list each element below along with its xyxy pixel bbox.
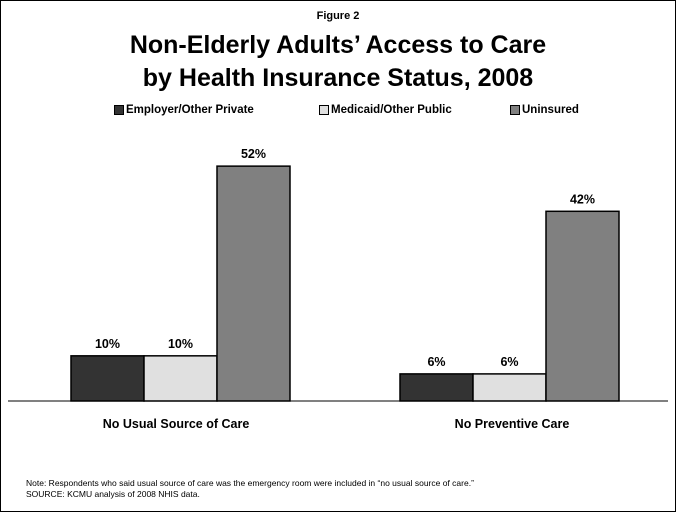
legend-label-employer: Employer/Other Private: [126, 104, 254, 116]
source-text: SOURCE: KCMU analysis of 2008 NHIS data.: [26, 489, 200, 499]
legend: Employer/Other Private Medicaid/Other Pu…: [0, 104, 676, 120]
data-label: 10%: [95, 337, 120, 351]
bar: [143, 355, 218, 402]
legend-item-uninsured: Uninsured: [510, 104, 579, 116]
category-label: No Usual Source of Care: [103, 417, 250, 431]
legend-swatch-medicaid: [319, 105, 329, 115]
legend-label-uninsured: Uninsured: [522, 104, 579, 116]
bar: [545, 210, 620, 402]
data-label: 6%: [500, 355, 518, 369]
bar: [70, 355, 145, 402]
legend-swatch-employer: [114, 105, 124, 115]
category-label: No Preventive Care: [455, 417, 570, 431]
bar: [399, 373, 474, 402]
chart-title-line-2: by Health Insurance Status, 2008: [142, 64, 534, 92]
legend-item-employer: Employer/Other Private: [114, 104, 254, 116]
legend-item-medicaid: Medicaid/Other Public: [319, 104, 452, 116]
legend-label-medicaid: Medicaid/Other Public: [331, 104, 452, 116]
data-label: 52%: [241, 147, 266, 161]
bar: [472, 373, 547, 402]
bar: [216, 165, 291, 402]
legend-swatch-uninsured: [510, 105, 520, 115]
note-text: Note: Respondents who said usual source …: [26, 478, 474, 488]
chart-title-line-1: Non-Elderly Adults’ Access to Care: [129, 31, 547, 59]
data-label: 42%: [570, 192, 595, 206]
data-label: 6%: [427, 355, 445, 369]
figure-label: Figure 2: [316, 10, 360, 22]
data-label: 10%: [168, 337, 193, 351]
footnote: Note: Respondents who said usual source …: [26, 478, 474, 500]
